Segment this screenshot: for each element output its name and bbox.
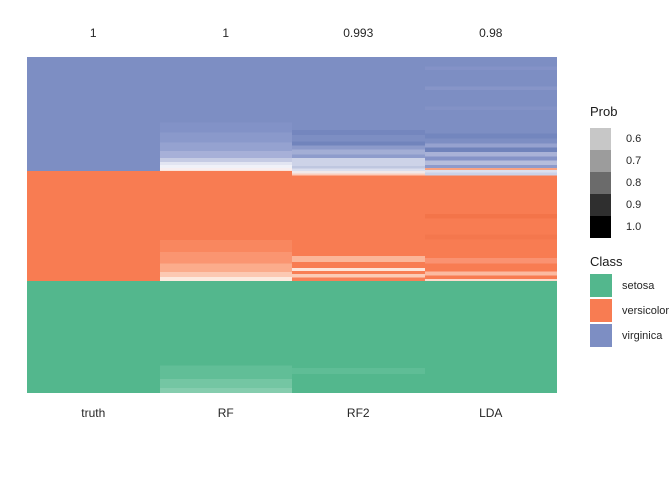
prob-label: 0.9	[626, 199, 642, 211]
class-legend-entry-setosa: setosa	[590, 274, 670, 297]
prob-label: 0.7	[626, 155, 642, 167]
class-label: virginica	[622, 329, 663, 342]
class-label: versicolor	[622, 304, 670, 317]
prob-swatch	[590, 216, 611, 238]
prob-label: 1.0	[626, 221, 642, 233]
prob-legend-entry: 1.0	[590, 216, 670, 238]
prob-swatch	[590, 128, 611, 150]
prob-swatch	[590, 194, 611, 216]
accuracy-label-truth: 1	[89, 26, 97, 40]
accuracy-label-rf: 1	[222, 26, 230, 40]
accuracy-label-rf2: 0.993	[343, 26, 374, 40]
prob-legend-entry: 0.7	[590, 150, 670, 172]
accuracy-label-lda: 0.98	[479, 26, 503, 40]
prob-legend-entry: 0.6	[590, 128, 670, 150]
class-label: setosa	[622, 279, 655, 292]
prob-swatch	[590, 150, 611, 172]
prob-legend: 0.6 0.7 0.8 0.9 1.0	[590, 128, 670, 238]
axis-label-rf: RF	[217, 406, 234, 420]
prob-label: 0.6	[626, 133, 642, 145]
axis-label-lda: LDA	[479, 406, 503, 420]
prob-swatch	[590, 172, 611, 194]
class-legend-entry-virginica: virginica	[590, 324, 670, 347]
heatmap-column-lda	[424, 57, 557, 393]
class-swatch	[590, 324, 612, 347]
model-axis-labels: truth RF RF2 LDA	[27, 406, 557, 421]
prob-legend-title: Prob	[590, 104, 618, 119]
prob-legend-entry: 0.8	[590, 172, 670, 194]
heatmap-column-truth	[27, 57, 160, 393]
legend-panel: Prob 0.6 0.7 0.8 0.9 1.0 Class setosa versico…	[590, 104, 670, 349]
class-legend-title: Class	[590, 254, 623, 269]
axis-label-rf2: RF2	[346, 406, 370, 420]
heatmap-column-rf2	[292, 57, 425, 393]
prob-label: 0.8	[626, 177, 642, 189]
prob-legend-entry: 0.9	[590, 194, 670, 216]
class-swatch	[590, 274, 612, 297]
class-legend-entry-versicolor: versicolor	[590, 299, 670, 322]
class-swatch	[590, 299, 612, 322]
class-legend: setosa versicolor virginica	[590, 274, 670, 347]
accuracy-labels-row: 1 1 0.993 0.98	[27, 26, 557, 41]
heatmap-column-rf	[159, 57, 292, 393]
axis-label-truth: truth	[81, 406, 106, 420]
heatmap-plot	[27, 57, 557, 393]
